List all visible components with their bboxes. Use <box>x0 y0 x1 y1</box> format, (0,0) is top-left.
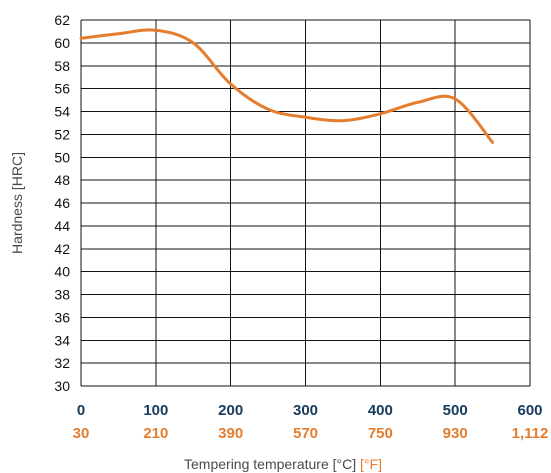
x-axis-title-prefix: Tempering temperature <box>184 456 333 472</box>
x-tick-label-fahrenheit: 30 <box>73 425 90 442</box>
y-tick-label: 62 <box>54 12 70 28</box>
y-tick-label: 48 <box>54 172 70 188</box>
y-tick-label: 32 <box>54 355 70 371</box>
x-tick-label-fahrenheit: 930 <box>443 425 468 442</box>
x-tick-label-fahrenheit: 750 <box>368 425 393 442</box>
x-axis-title-fahrenheit: [°F] <box>360 456 382 472</box>
x-axis-title-celsius: [°C] <box>333 456 357 472</box>
x-tick-label-fahrenheit: 390 <box>218 425 243 442</box>
series-layer <box>79 28 495 144</box>
y-tick-label: 56 <box>54 81 70 97</box>
grid-layer <box>80 19 531 387</box>
y-tick-label: 36 <box>54 309 70 325</box>
y-tick-label: 58 <box>54 58 70 74</box>
x-tick-label-celsius: 200 <box>218 402 243 419</box>
y-tick-label: 42 <box>54 241 70 257</box>
y-tick-label: 50 <box>54 149 70 165</box>
x-tick-label-celsius: 100 <box>143 402 168 419</box>
hardness-curve <box>79 28 495 144</box>
x-tick-label-celsius: 600 <box>517 402 542 419</box>
y-tick-label: 30 <box>54 378 70 394</box>
x-axis-title: Tempering temperature [°C] [°F] <box>184 456 382 472</box>
x-tick-label-celsius: 400 <box>368 402 393 419</box>
y-tick-label: 52 <box>54 126 70 142</box>
x-tick-labels: 0 30 100 210 200 390 300 570 400 750 500 930 600 1,11… <box>73 402 549 442</box>
x-tick-label-celsius: 300 <box>293 402 318 419</box>
y-tick-label: 44 <box>54 218 70 234</box>
y-tick-label: 38 <box>54 287 70 303</box>
y-tick-label: 46 <box>54 195 70 211</box>
x-tick-label-celsius: 0 <box>77 402 85 419</box>
x-tick-label-fahrenheit: 570 <box>293 425 318 442</box>
y-tick-labels: 30 32 34 36 38 40 42 44 46 48 50 52 54 56 58 60 62 <box>54 12 70 394</box>
x-tick-label-fahrenheit: 1,112 <box>512 425 549 442</box>
x-tick-label-celsius: 500 <box>443 402 468 419</box>
y-tick-label: 60 <box>54 35 70 51</box>
x-tick-label-fahrenheit: 210 <box>143 425 168 442</box>
y-axis-title: Hardness [HRC] <box>9 152 25 254</box>
y-tick-label: 40 <box>54 264 70 280</box>
y-tick-label: 54 <box>54 104 70 120</box>
y-tick-label: 34 <box>54 332 70 348</box>
